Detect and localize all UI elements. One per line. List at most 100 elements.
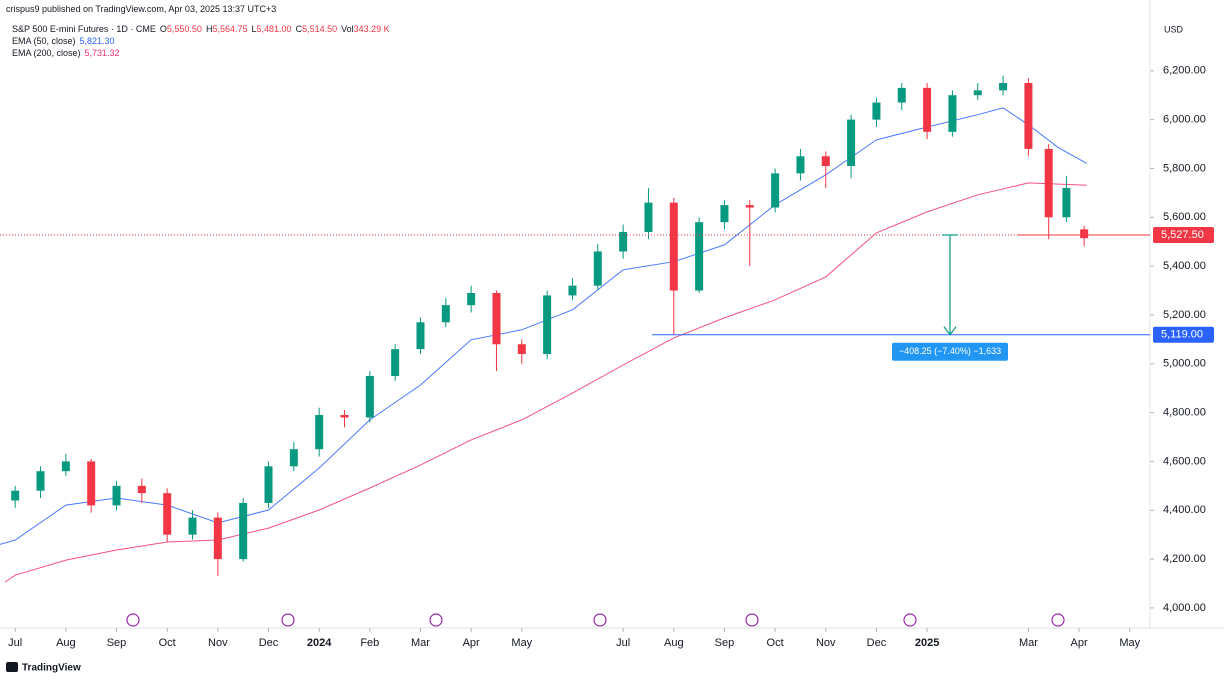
y-tick-label: 4,400.00 [1163, 504, 1206, 516]
candle-body [340, 415, 349, 418]
ohlc-item: C5,514.50 [296, 24, 338, 34]
candle-body [948, 95, 957, 132]
price-tag-label: 5,527.50 [1161, 229, 1204, 241]
ema-line [4, 182, 1087, 583]
candle-body [264, 466, 273, 503]
measure-label: −408.25 (−7.40%) −1,633 [899, 346, 1001, 356]
measure-box [892, 342, 1008, 361]
candle-body [1080, 229, 1089, 239]
x-tick-label: Sep [107, 637, 127, 649]
y-tick-label: 5,400.00 [1163, 260, 1206, 272]
candle-body [365, 375, 374, 418]
x-tick-label: Apr [1071, 637, 1088, 649]
candle-body [163, 493, 172, 535]
x-tick-label: Aug [664, 637, 684, 649]
price-tag [1153, 326, 1214, 343]
y-tick-label: 4,000.00 [1163, 602, 1206, 614]
candle-body [1062, 187, 1071, 218]
candle-body [543, 295, 552, 355]
ohlc-value: 5,550.50 [166, 24, 202, 34]
brand-logo [6, 662, 18, 672]
x-tick-label: Nov [208, 637, 228, 649]
ema-legend: EMA (50, close) 5,821.30 [12, 36, 119, 46]
ohlc-value: 5,481.00 [256, 24, 292, 34]
ohlc-value: 5,514.50 [302, 24, 338, 34]
candle-body [923, 87, 932, 132]
y-tick-label: 5,200.00 [1163, 309, 1206, 321]
x-tick-label: Dec [259, 637, 279, 649]
measure-arrowhead [943, 326, 957, 336]
ohlc-item: Vol343.29 K [341, 24, 390, 34]
candle-body [87, 461, 96, 506]
ohlc-item: O5,550.50 [160, 24, 202, 34]
y-tick-label: 5,800.00 [1163, 162, 1206, 174]
candle-body [771, 173, 780, 208]
candle-body [872, 102, 881, 120]
currency: USD [1164, 24, 1184, 34]
ema-legend: EMA (200, close) 5,731.32 [12, 48, 124, 58]
candle-body [619, 231, 628, 252]
candle-body [416, 322, 425, 350]
candle-body [593, 251, 602, 286]
candle-body [821, 156, 830, 167]
candle-body [492, 292, 501, 345]
ema-name: EMA (200, close) [12, 48, 81, 58]
y-tick-label: 6,200.00 [1163, 65, 1206, 77]
x-tick-label: Aug [56, 637, 76, 649]
ema-line [0, 107, 1087, 545]
candle-body [973, 90, 982, 96]
candle-body [315, 415, 324, 450]
candle-body [1024, 83, 1033, 149]
ema-value: 5,821.30 [79, 36, 115, 46]
candle-body [213, 517, 222, 560]
x-tick-label: Oct [767, 637, 784, 649]
candle-body [669, 202, 678, 291]
candle-body [239, 502, 248, 560]
candle-body [847, 119, 856, 167]
y-tick-label: 4,600.00 [1163, 455, 1206, 467]
candle-body [61, 461, 70, 472]
x-tick-label: Oct [159, 637, 176, 649]
candle-body [188, 517, 197, 535]
x-tick-label: Mar [411, 637, 430, 649]
candle-body [695, 222, 704, 291]
candle-body [1044, 148, 1053, 218]
x-tick-label: Jul [616, 637, 630, 649]
brand: TradingView [22, 663, 81, 674]
price-tag-label: 5,119.00 [1161, 329, 1203, 341]
candle-body [137, 485, 146, 494]
y-tick-label: 4,800.00 [1163, 407, 1206, 419]
candle-body [796, 156, 805, 174]
y-tick-label: 6,000.00 [1163, 114, 1206, 126]
candle-body [897, 87, 906, 103]
candle-body [289, 449, 298, 467]
x-tick-label: 2024 [307, 637, 332, 649]
symbol-legend: S&P 500 E-mini Futures · 1D · CME O5,550.… [12, 24, 394, 34]
ohlc-key: H [205, 24, 213, 34]
ohlc-key: O [159, 24, 167, 34]
x-tick-label: Nov [816, 637, 836, 649]
ema-name: EMA (50, close) [12, 36, 76, 46]
candle-body [999, 83, 1008, 91]
price-tag [1153, 226, 1214, 243]
x-tick-label: Sep [715, 637, 735, 649]
ohlc-key: Vol [341, 24, 354, 34]
ohlc-key: C [295, 24, 303, 34]
publisher: crispus9 published on TradingView.com, A… [6, 4, 277, 14]
ohlc-value: 343.29 K [353, 24, 390, 34]
x-tick-label: May [511, 637, 532, 649]
candle-body [112, 485, 121, 506]
x-tick-label: Mar [1019, 637, 1038, 649]
x-tick-label: 2025 [915, 637, 939, 649]
ohlc-item: H5,564.75 [206, 24, 248, 34]
ohlc-value: 5,564.75 [212, 24, 248, 34]
y-tick-label: 4,200.00 [1163, 553, 1206, 565]
candle-body [720, 205, 729, 223]
x-tick-label: Feb [360, 637, 379, 649]
x-tick-label: May [1119, 637, 1140, 649]
candle-body [467, 292, 476, 306]
x-tick-label: Jul [8, 637, 22, 649]
ohlc-item: L5,481.00 [252, 24, 292, 34]
